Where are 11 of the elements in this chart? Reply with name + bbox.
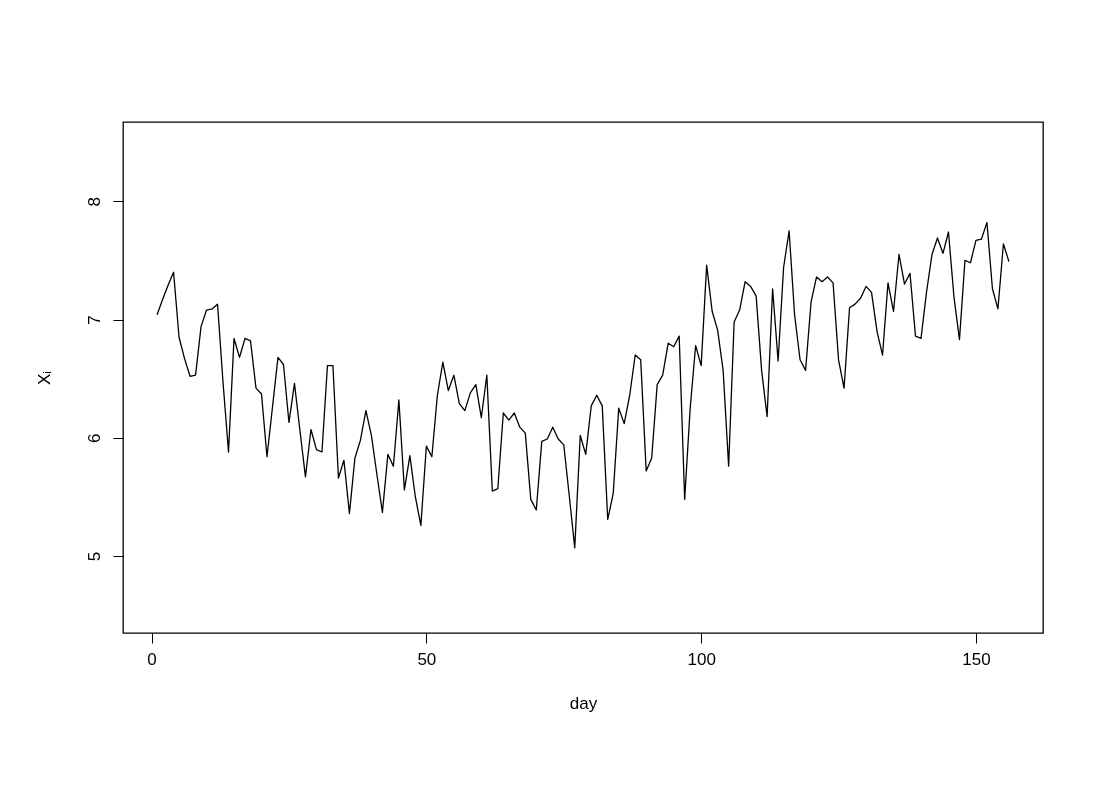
- x-tick-label: 0: [147, 649, 157, 669]
- x-tick-label: 100: [687, 649, 716, 669]
- y-tick-label: 8: [84, 197, 104, 207]
- y-tick-label: 7: [84, 315, 104, 325]
- line-series: [156, 221, 1010, 549]
- y-axis-title: Xᵢ: [34, 370, 54, 386]
- x-tick-label: 150: [962, 649, 991, 669]
- x-axis-title: day: [569, 693, 598, 713]
- y-tick-label: 5: [84, 551, 104, 562]
- x-tick-label: 50: [417, 649, 437, 669]
- y-tick-label: 6: [84, 433, 104, 444]
